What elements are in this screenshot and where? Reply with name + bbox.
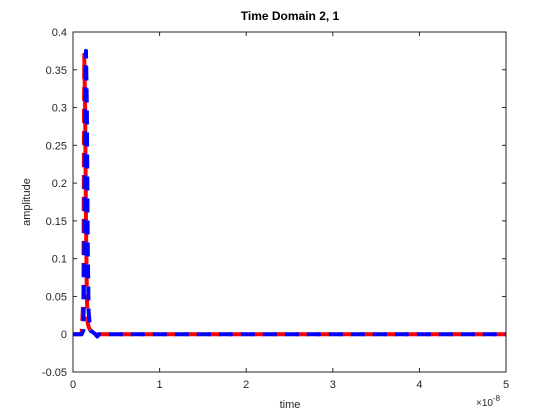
y-tick-label: 0.15 xyxy=(46,216,67,228)
y-tick-label: 0.05 xyxy=(46,291,67,303)
y-tick-label: 0.3 xyxy=(52,103,67,115)
y-tick-label: 0.2 xyxy=(52,178,67,190)
y-tick-label: -0.05 xyxy=(42,367,67,379)
y-axis-label: amplitude xyxy=(21,178,33,226)
x-multiplier-base: ×10 xyxy=(476,398,493,409)
x-axis-label: time xyxy=(280,399,301,411)
x-tick-label: 2 xyxy=(243,379,249,391)
y-tick-label: 0.1 xyxy=(52,254,67,266)
y-tick-label: 0.4 xyxy=(52,27,67,39)
y-tick-label: 0.25 xyxy=(46,140,67,152)
x-tick-label: 5 xyxy=(503,379,509,391)
x-tick-label: 3 xyxy=(330,379,336,391)
y-tick-label: 0.35 xyxy=(46,65,67,77)
x-tick-label: 0 xyxy=(70,379,76,391)
plot-area xyxy=(73,32,506,372)
y-tick-label: 0 xyxy=(61,329,67,341)
axes-frame xyxy=(72,31,507,373)
x-tick-label: 4 xyxy=(416,379,422,391)
x-multiplier-exponent: -8 xyxy=(493,394,501,403)
line-series xyxy=(73,48,506,339)
chart-title: Time Domain 2, 1 xyxy=(241,9,340,23)
x-tick-label: 1 xyxy=(157,379,163,391)
x-multiplier: ×10-8 xyxy=(476,394,501,409)
